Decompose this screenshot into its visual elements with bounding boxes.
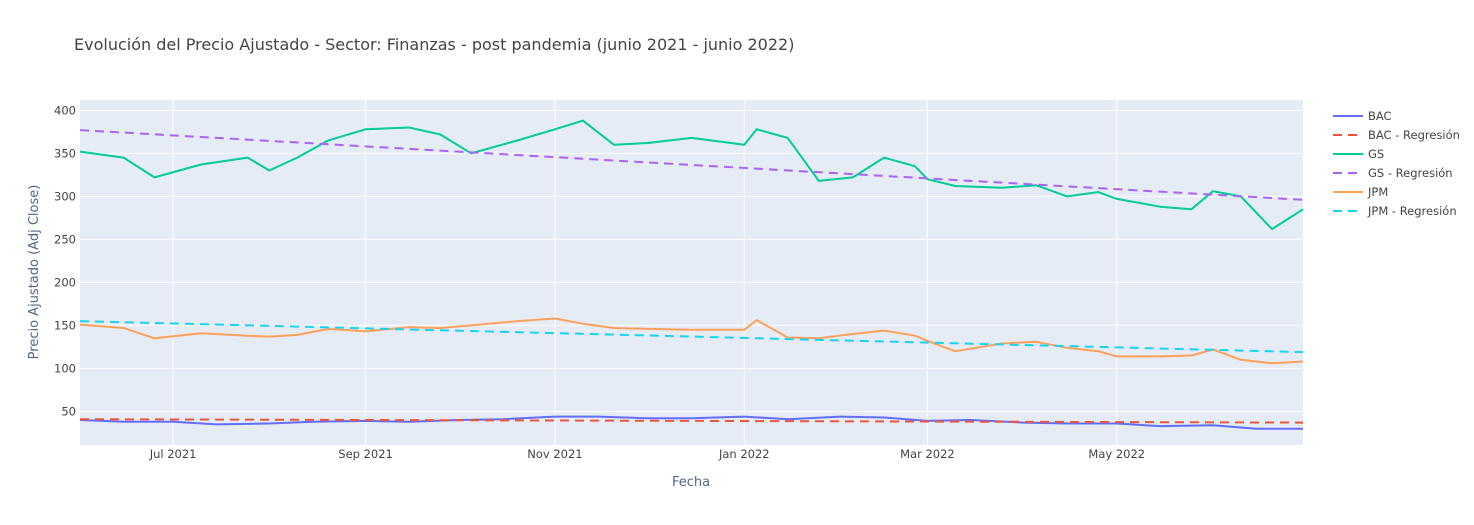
y-tick-label: 150 <box>54 318 76 332</box>
legend-item[interactable]: BAC - Regresión <box>1333 128 1460 142</box>
x-tick-label: Jul 2021 <box>149 447 197 461</box>
y-tick-label: 250 <box>54 232 76 246</box>
chart-title: Evolución del Precio Ajustado - Sector: … <box>74 35 794 54</box>
plot-background <box>80 100 1303 445</box>
series-line-bac <box>79 415 1303 430</box>
legend-item[interactable]: JPM - Regresión <box>1333 204 1457 218</box>
legend-label: JPM - Regresión <box>1367 204 1457 218</box>
legend[interactable]: BAC BAC - Regresión GS GS - Regresión JPM JPM… <box>1333 109 1460 218</box>
legend-item[interactable]: GS <box>1333 147 1384 161</box>
legend-label: GS <box>1368 147 1384 161</box>
tick-layer: 50 100 150 200 250 300 350 400 Jul 2021 Sep 2021 N… <box>54 103 1145 461</box>
x-tick-label: Jan 2022 <box>718 447 770 461</box>
y-tick-label: 100 <box>54 361 76 375</box>
x-axis-title: Fecha <box>672 475 710 490</box>
y-tick-label: 350 <box>54 146 76 160</box>
x-tick-label: Sep 2021 <box>338 447 393 461</box>
series-line-gs <box>79 119 1304 231</box>
legend-label: GS - Regresión <box>1368 166 1453 180</box>
series-layer <box>79 119 1304 430</box>
y-axis-title: Precio Ajustado (Adj Close) <box>27 185 42 360</box>
legend-label: BAC <box>1368 109 1392 123</box>
series-line-gs-regresi-n <box>79 129 1304 201</box>
y-tick-label: 200 <box>54 275 76 289</box>
legend-item[interactable]: JPM <box>1333 185 1388 199</box>
x-tick-label: Mar 2022 <box>900 447 955 461</box>
x-tick-label: Nov 2021 <box>527 447 582 461</box>
y-tick-label: 400 <box>54 103 76 117</box>
legend-label: BAC - Regresión <box>1368 128 1460 142</box>
legend-item[interactable]: GS - Regresión <box>1333 166 1453 180</box>
y-tick-label: 50 <box>61 404 76 418</box>
y-tick-label: 300 <box>54 189 76 203</box>
legend-label: JPM <box>1367 185 1388 199</box>
x-tick-label: May 2022 <box>1088 447 1145 461</box>
series-line-jpm-regresi-n <box>79 320 1304 354</box>
series-line-bac-regresi-n <box>79 418 1304 424</box>
series-line-jpm <box>79 317 1304 365</box>
legend-item[interactable]: BAC <box>1333 109 1392 123</box>
